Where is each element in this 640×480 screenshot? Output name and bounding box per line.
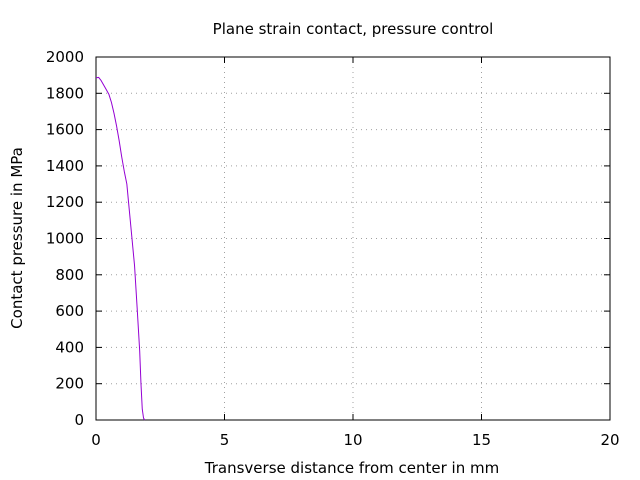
series-layer	[95, 76, 146, 421]
chart-title: Plane strain contact, pressure control	[213, 20, 494, 38]
x-tick-label: 15	[472, 431, 491, 449]
x-tick-label: 0	[91, 431, 101, 449]
y-tick-label: 0	[74, 411, 84, 429]
y-tick-label: 2000	[46, 48, 84, 66]
y-tick-label: 800	[55, 266, 84, 284]
x-tick-label: 10	[343, 431, 362, 449]
x-tick-label: 20	[600, 431, 619, 449]
y-tick-label: 1000	[46, 230, 84, 248]
y-tick-label: 1800	[46, 84, 84, 102]
y-tick-label: 1400	[46, 157, 84, 175]
y-axis-label: Contact pressure in MPa	[8, 147, 26, 329]
series-line-0	[95, 76, 146, 421]
y-tick-label: 600	[55, 302, 84, 320]
y-tick-label: 200	[55, 375, 84, 393]
grid-layer	[96, 57, 610, 420]
x-axis-label: Transverse distance from center in mm	[204, 459, 499, 477]
x-tick-label: 5	[220, 431, 230, 449]
tick-layer: 0 5 10 15 2002004006008001000120014001600180…	[46, 48, 620, 449]
plot-frame	[95, 56, 611, 421]
y-tick-label: 400	[55, 338, 84, 356]
y-tick-label: 1200	[46, 193, 84, 211]
y-tick-label: 1600	[46, 121, 84, 139]
